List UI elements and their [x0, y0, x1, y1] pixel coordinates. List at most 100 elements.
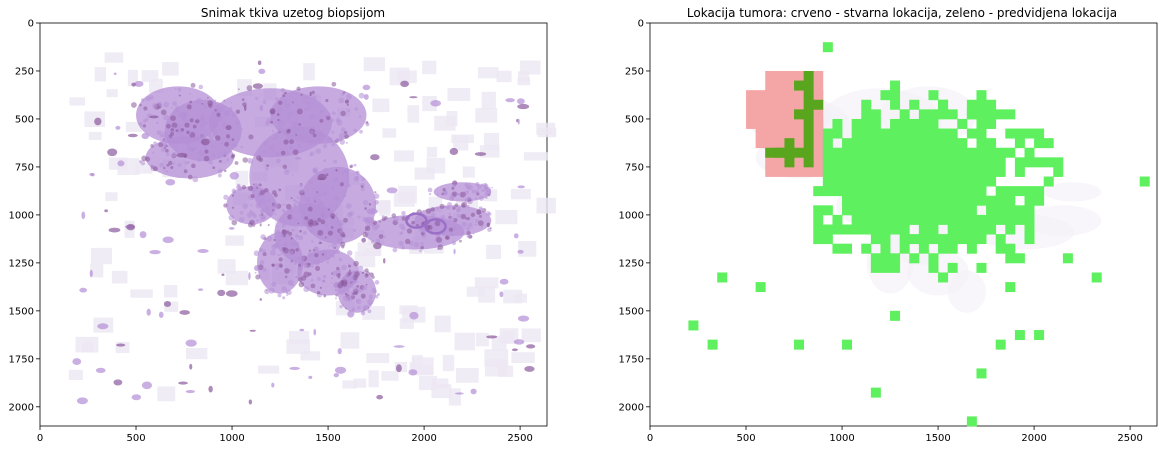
y-tick-label: 2000: [619, 402, 644, 413]
tissue-speckle: [214, 109, 217, 112]
predicted-tumor-cell: [918, 138, 929, 149]
overlap-tumor-cell: [813, 99, 824, 110]
tissue-speckle: [318, 133, 322, 137]
tissue-tile: [94, 67, 106, 82]
predicted-tumor-cell: [928, 147, 939, 158]
tissue-speckle: [327, 208, 330, 211]
tissue-tile: [442, 354, 455, 372]
tissue-speckle: [366, 232, 370, 236]
tissue-fragment: [131, 394, 142, 401]
tissue-fragment: [408, 369, 418, 376]
tissue-speckle: [328, 245, 331, 248]
tissue-speckle: [198, 84, 204, 90]
predicted-tumor-cell: [995, 339, 1006, 350]
tissue-speckle: [260, 234, 266, 240]
tissue-tile: [536, 197, 556, 214]
tissue-speckle: [272, 148, 275, 152]
predicted-tumor-cell: [938, 205, 949, 216]
tissue-tile: [373, 200, 391, 213]
panel-biopsy-image: Snimak tkiva uzetog biopsijom 0 500 1000 15…: [9, 6, 557, 444]
tissue-speckle: [217, 173, 222, 178]
tissue-tile: [225, 270, 248, 286]
tissue-speckle: [285, 203, 292, 210]
tissue-speckle: [314, 265, 321, 272]
tissue-tile: [91, 247, 112, 265]
tissue-speckle: [260, 213, 264, 216]
tissue-speckle: [449, 216, 455, 223]
predicted-tumor-cell: [880, 214, 891, 225]
tissue-speckle: [277, 131, 281, 135]
predicted-tumor-cell: [861, 128, 872, 139]
actual-tumor-cell: [813, 70, 824, 81]
predicted-tumor-cell: [947, 262, 958, 273]
tissue-speckle: [142, 124, 147, 128]
predicted-tumor-cell: [813, 234, 824, 245]
tissue-fragment: [104, 209, 109, 213]
predicted-tumor-cell: [995, 166, 1006, 177]
predicted-tumor-cell: [899, 118, 910, 129]
predicted-tumor-cell: [890, 214, 901, 225]
predicted-tumor-cell: [842, 339, 853, 350]
predicted-tumor-cell: [899, 128, 910, 139]
predicted-tumor-cell: [909, 128, 920, 139]
predicted-tumor-cell: [1014, 128, 1025, 139]
predicted-tumor-cell: [947, 195, 958, 206]
tissue-speckle: [197, 97, 202, 102]
tissue-speckle: [453, 184, 457, 188]
tissue-speckle: [335, 137, 340, 143]
tissue-speckle: [316, 115, 319, 119]
predicted-tumor-cell: [870, 176, 881, 187]
tissue-fragment: [259, 104, 264, 111]
tissue-tile: [474, 277, 499, 289]
tissue-speckle: [340, 127, 346, 133]
tissue-speckle: [442, 187, 446, 192]
predicted-tumor-cell: [976, 128, 987, 139]
predicted-tumor-cell: [1005, 214, 1016, 225]
tissue-speckle: [275, 158, 281, 164]
tissue-speckle: [291, 174, 294, 176]
tissue-fragment: [127, 133, 138, 138]
tissue-speckle: [256, 155, 262, 161]
overlap-tumor-cell: [803, 70, 814, 81]
tissue-speckle: [451, 186, 455, 190]
tissue-tile: [68, 369, 83, 380]
predicted-tumor-cell: [1014, 157, 1025, 168]
tissue-speckle: [315, 148, 322, 155]
tissue-speckle: [247, 185, 254, 192]
predicted-tumor-cell: [1005, 224, 1016, 235]
predicted-tumor-cell: [909, 118, 920, 129]
tissue-speckle: [290, 237, 293, 240]
tissue-speckle: [265, 121, 270, 126]
predicted-tumor-cell: [957, 157, 968, 168]
actual-tumor-cell: [794, 128, 805, 139]
tissue-speckle: [324, 223, 329, 228]
tissue-speckle: [239, 210, 244, 215]
predicted-tumor-cell: [755, 282, 766, 293]
tissue-fragment: [513, 339, 525, 345]
tissue-fragment: [139, 231, 147, 239]
tissue-speckle: [324, 255, 327, 258]
tissue-speckle: [299, 267, 302, 271]
tissue-tile: [407, 105, 420, 123]
predicted-tumor-cell: [861, 243, 872, 254]
tissue-speckle: [308, 133, 311, 136]
tissue-speckle: [249, 160, 251, 163]
predicted-tumor-cell: [1024, 157, 1035, 168]
predicted-tumor-cell: [995, 157, 1006, 168]
tissue-tile: [523, 152, 548, 161]
tissue-speckle: [398, 240, 404, 247]
predicted-tumor-cell: [938, 243, 949, 254]
actual-tumor-cell: [794, 90, 805, 101]
actual-tumor-cell: [784, 109, 795, 120]
predicted-tumor-cell: [880, 253, 891, 264]
predicted-tumor-cell: [822, 42, 833, 53]
tissue-speckle: [437, 193, 439, 196]
tissue-speckle: [212, 166, 216, 170]
tissue-speckle: [218, 160, 222, 163]
tissue-tile: [398, 185, 417, 204]
tissue-speckle: [326, 256, 331, 261]
tissue-speckle: [316, 191, 319, 194]
tissue-speckle: [330, 213, 336, 219]
predicted-tumor-cell: [851, 147, 862, 158]
tissue-speckle: [162, 138, 165, 141]
